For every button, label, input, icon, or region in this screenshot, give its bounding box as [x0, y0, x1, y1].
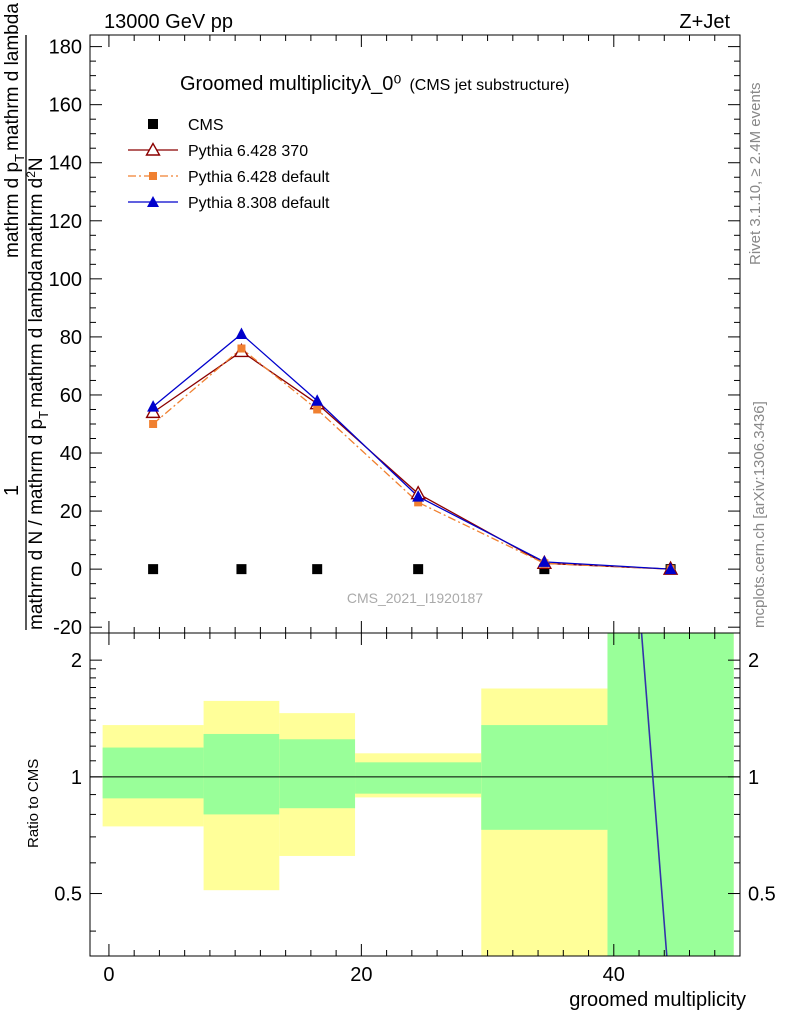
y-label-denominator: mathrm d pTmathrm d lambda [2, 3, 27, 258]
legend-marker-pythia6-default [149, 172, 157, 180]
ratio-y-tick-label-right: 0.5 [748, 884, 776, 906]
ratio-x-axis-ticks: 0 20 40 [103, 633, 741, 986]
series-0-point [413, 564, 424, 575]
series-3-point [538, 555, 551, 567]
series-0-point [236, 564, 247, 575]
ratio-inner-band-3 [355, 762, 482, 794]
ratio-inner-band-1 [203, 733, 280, 815]
series-line-1 [152, 350, 671, 570]
y-label-den-b: mathrm d lambda [26, 260, 47, 408]
ratio-y-tick-label: 0.5 [54, 884, 82, 906]
main-panel: -20 0 20 40 60 80 100 120 140 160 180 Groomed mult… [1, 3, 741, 639]
header-energy-label: 13000 GeV pp [104, 11, 233, 33]
main-x-axis-ticks [108, 35, 741, 633]
legend-entry-pythia6-default: Pythia 6.428 default [128, 169, 330, 186]
y-label-den-a: mathrm d N / mathrm d p [26, 419, 47, 630]
main-title-text: Groomed multiplicityλ_0⁰ [180, 73, 401, 95]
main-y-tick-label: -20 [53, 617, 82, 639]
x-tick-label: 0 [103, 964, 114, 986]
ratio-inner-band-2 [279, 739, 356, 809]
legend-marker-pythia8-default [147, 196, 159, 207]
main-y-tick-label: 80 [60, 327, 82, 349]
series-2-point [313, 405, 322, 414]
legend-marker-pythia6-370 [145, 142, 161, 156]
y-label-tail-a: mathrm d p [2, 162, 23, 258]
main-series-markers [145, 327, 679, 575]
legend-entry-pythia8-default: Pythia 8.308 default [128, 195, 330, 212]
series-0-point [539, 564, 550, 575]
ratio-uncertainty-bands [102, 633, 734, 956]
ratio-inner-band-4 [481, 725, 608, 830]
watermark-label: CMS_2021_I1920187 [347, 590, 483, 606]
legend-label-pythia6-default: Pythia 6.428 default [188, 169, 330, 186]
ratio-inner-band-0 [102, 747, 204, 799]
header-process-label: Z+Jet [679, 11, 730, 33]
legend-entry-pythia6-370: Pythia 6.428 370 [128, 142, 308, 160]
rivet-version-label: Rivet 3.1.10, ≥ 2.4M events [747, 83, 764, 266]
main-y-axis-label: 1 mathrm d N / mathrm d pTmathrm d lambd… [1, 3, 51, 630]
series-2-point [237, 344, 246, 353]
ratio-pythia-line [640, 632, 668, 957]
series-3-point [311, 394, 324, 406]
main-y-tick-label: 40 [60, 443, 82, 465]
y-label-display-mid: N [26, 157, 47, 171]
y-label-main: mathrm d N / mathrm d pTmathrm d lambda [26, 260, 51, 630]
y-label-display-top: mathrm d [26, 178, 47, 258]
main-y-tick-label: 120 [49, 211, 82, 233]
main-subtitle-text: (CMS jet substructure) [409, 77, 569, 94]
legend-label-pythia8-default: Pythia 8.308 default [188, 195, 330, 212]
main-y-tick-label: 160 [49, 95, 82, 117]
x-tick-label: 20 [350, 964, 372, 986]
y-label-den-sub: T [36, 411, 51, 419]
ratio-y-tick-label: 2 [71, 650, 82, 672]
main-series-lines [152, 333, 671, 570]
y-label-top-fraction: mathrm d2N [24, 157, 47, 258]
ratio-y-tick-label-right: 1 [748, 767, 759, 789]
ratio-y-tick-label-right: 2 [748, 650, 759, 672]
ratio-inner-band-5 [607, 633, 734, 956]
series-0-point [148, 564, 159, 575]
series-2-point [149, 419, 158, 428]
main-y-tick-label: 180 [49, 37, 82, 59]
ratio-y-axis-ticks: 0.5 0.5 1 1 2 2 [54, 650, 776, 932]
ratio-panel: 0.5 0.5 1 1 2 2 0 20 40 Ratio to CMS groomed mu… [25, 632, 776, 1011]
legend-label-cms: CMS [188, 117, 224, 134]
legend: CMS Pythia 6.428 370 Pythia 6.428 defaul… [128, 117, 330, 212]
main-y-tick-label: 20 [60, 501, 82, 523]
y-label-display-sup: 2 [24, 171, 38, 178]
series-3-point [235, 327, 248, 339]
y-label-tail-sub: T [12, 154, 27, 162]
ratio-y-tick-label: 1 [71, 767, 82, 789]
ratio-y-axis-label: Ratio to CMS [25, 759, 42, 848]
series-3-point [412, 490, 425, 502]
series-3-point [147, 400, 160, 412]
x-axis-label: groomed multiplicity [569, 989, 746, 1011]
y-label-tail-b: mathrm d lambda [2, 3, 23, 151]
legend-label-pythia6-370: Pythia 6.428 370 [188, 143, 308, 160]
y-label-top-numerator: 1 [1, 485, 23, 496]
main-y-tick-label: 0 [71, 559, 82, 581]
series-line-3 [152, 333, 671, 570]
legend-marker-cms [148, 119, 158, 129]
main-y-tick-label: 60 [60, 385, 82, 407]
legend-entry-cms: CMS [148, 117, 224, 134]
main-y-tick-label: 100 [49, 269, 82, 291]
series-0-point [312, 564, 323, 575]
series-2-point [414, 498, 423, 507]
mcplots-label: mcplots.cern.ch [arXiv:1306.3436] [751, 401, 768, 628]
series-line-2 [152, 347, 671, 570]
series-3-point [664, 562, 677, 575]
main-y-axis-ticks: -20 0 20 40 60 80 100 120 140 160 180 [49, 37, 740, 639]
main-title: Groomed multiplicityλ_0⁰ (CMS jet substru… [180, 73, 569, 95]
x-tick-label: 40 [603, 964, 625, 986]
main-y-tick-label: 140 [49, 153, 82, 175]
